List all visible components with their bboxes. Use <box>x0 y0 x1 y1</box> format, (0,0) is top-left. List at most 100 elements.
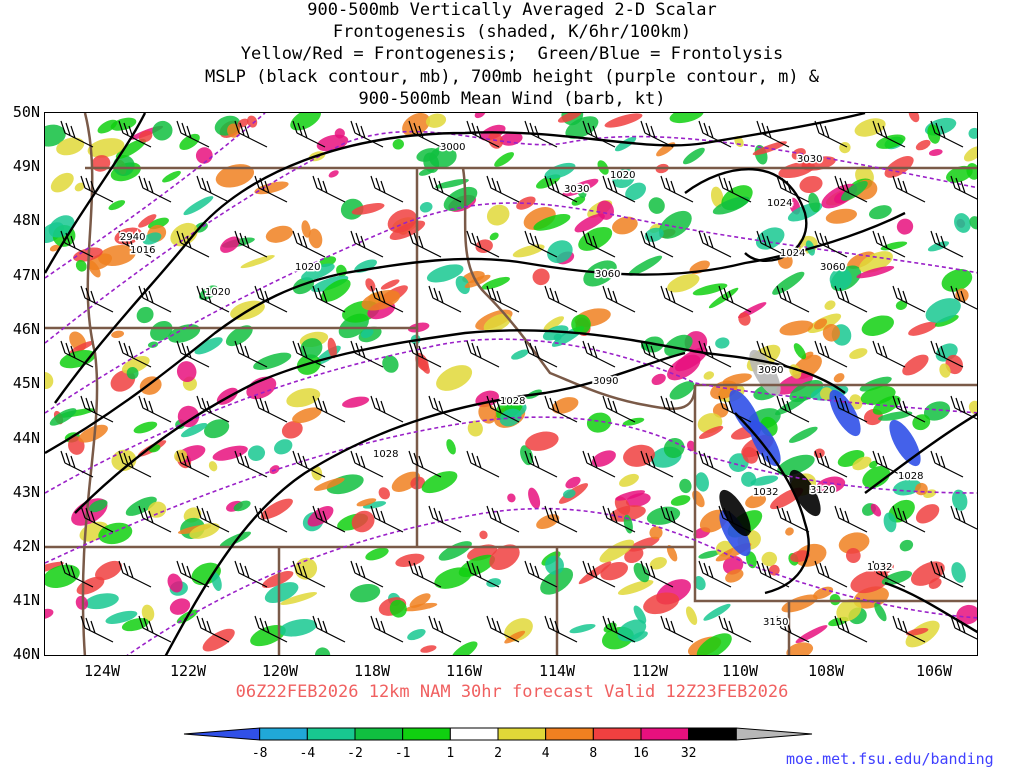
wind-barb <box>428 395 462 423</box>
shading-cell <box>543 316 565 331</box>
shading-cell <box>547 240 573 264</box>
shading-cell <box>614 136 637 152</box>
shading-cell <box>888 499 915 523</box>
wind-barb <box>640 230 674 258</box>
lon-label-114w: 114W <box>538 662 576 680</box>
shading-cell <box>169 598 191 615</box>
wind-barb <box>350 560 384 588</box>
wind-barb <box>138 175 172 203</box>
shading-cell <box>147 501 167 518</box>
wind-barb <box>756 230 790 258</box>
lon-label-106w: 106W <box>915 662 953 680</box>
wind-barb <box>60 120 94 148</box>
shading-cell <box>614 496 631 515</box>
wind-barb <box>950 615 977 640</box>
shading-cell <box>211 572 222 592</box>
wind-barb <box>872 230 906 258</box>
wind-barb <box>292 120 326 148</box>
shading-cell <box>126 367 139 380</box>
wind-barb <box>408 120 442 148</box>
shading-cell <box>925 298 961 323</box>
colorbar-swatch <box>449 727 499 741</box>
shading-cell <box>138 214 157 228</box>
mslp-contour-label: 1032 <box>867 562 892 573</box>
shading-cell <box>507 493 516 503</box>
shading-cell <box>195 147 213 164</box>
shading-cell <box>180 422 208 438</box>
wind-barb <box>834 395 868 423</box>
wind-barb <box>524 230 558 258</box>
wind-barb <box>176 230 210 258</box>
wind-barb <box>640 560 674 588</box>
shading-cell <box>856 265 895 279</box>
shading-cell <box>772 271 805 295</box>
shading-cell <box>115 138 146 159</box>
shading-cell <box>878 411 913 421</box>
shading-cell <box>746 551 757 569</box>
shading-cell <box>824 300 836 310</box>
shading-cell <box>87 260 101 278</box>
wind-barb <box>60 560 94 588</box>
shading-cell <box>939 363 951 378</box>
shading-cell <box>50 172 74 193</box>
wind-barb <box>582 340 616 368</box>
shading-cell <box>623 444 655 467</box>
wind-barb <box>350 450 384 478</box>
shading-cell <box>928 149 943 156</box>
wind-barb <box>544 615 578 643</box>
shading-cell <box>789 469 821 517</box>
wind-barb <box>118 560 152 588</box>
shading-cell <box>633 562 650 583</box>
shading-cell <box>562 178 599 197</box>
wind-barb <box>814 450 848 478</box>
shading-cell <box>696 633 732 655</box>
wind-barb <box>80 615 114 643</box>
colorbar-label: -4 <box>299 746 316 761</box>
colorbar-label: -2 <box>347 746 363 761</box>
shading-cell <box>114 227 143 245</box>
wind-barb <box>930 340 964 368</box>
colorbar-swatch <box>640 727 690 741</box>
shading-cell <box>836 598 862 622</box>
shading-cell <box>327 337 337 359</box>
shading-cell <box>870 503 882 517</box>
wind-barb <box>176 560 210 588</box>
wind-barb <box>196 505 230 533</box>
shading-cell <box>712 196 750 215</box>
height-contour-label: 3060 <box>820 262 845 273</box>
wind-barb <box>292 450 326 478</box>
shading-cell <box>380 279 400 290</box>
wind-barb <box>930 230 964 258</box>
wind-barb <box>466 340 500 368</box>
shading-cell <box>212 445 248 461</box>
shading-cell <box>838 532 870 554</box>
shading-cell <box>874 602 887 622</box>
colorbar-label: 32 <box>680 746 697 761</box>
wind-barb <box>718 285 752 313</box>
wind-barb <box>660 285 694 313</box>
shading-cell <box>968 400 977 415</box>
shading-cell <box>586 412 612 433</box>
shading-cell <box>262 570 294 589</box>
height-contour-label: 3150 <box>763 617 788 628</box>
wind-barb <box>234 230 268 258</box>
shading-cell <box>150 320 173 341</box>
lat-label-43n: 43N <box>12 483 40 501</box>
shading-cell <box>451 641 478 655</box>
shading-cell <box>417 355 430 374</box>
wind-barb <box>872 120 906 148</box>
shading-cell <box>571 196 586 206</box>
shading-cell <box>624 546 644 564</box>
wind-barb <box>640 120 674 148</box>
credit-url[interactable]: moe.met.fsu.edu/banding <box>786 750 994 768</box>
shading-cell <box>250 625 286 647</box>
wind-barb <box>370 395 404 423</box>
height-contour-label: 2940 <box>120 232 145 243</box>
shading-cell <box>183 196 214 216</box>
wind-barb <box>524 340 558 368</box>
shading-cell <box>392 139 404 150</box>
shading-cell <box>111 449 137 471</box>
shading-cell <box>525 431 559 451</box>
shading-cell <box>779 320 814 336</box>
shading-cell <box>852 456 872 471</box>
